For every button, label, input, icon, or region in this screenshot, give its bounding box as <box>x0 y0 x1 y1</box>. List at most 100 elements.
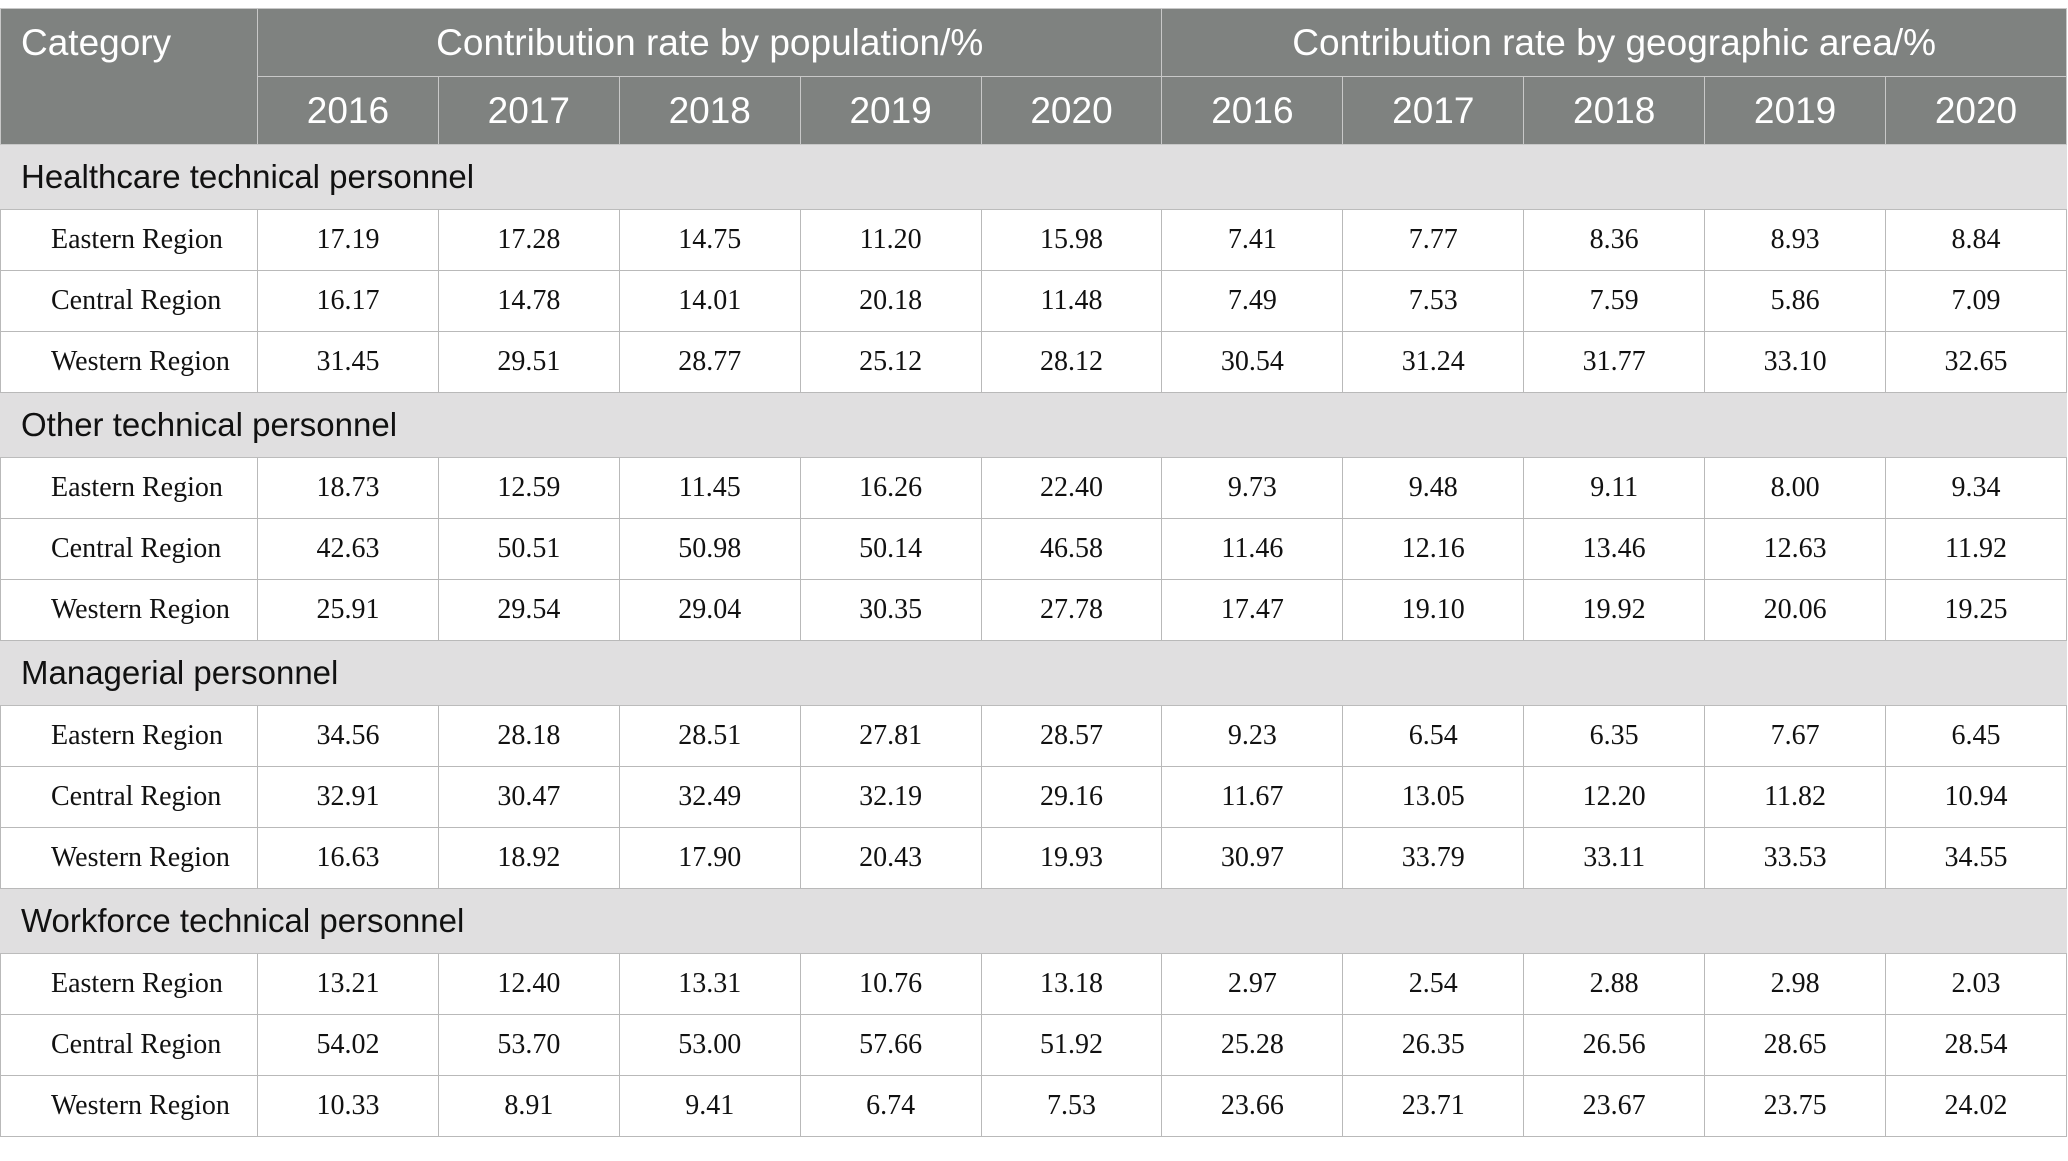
value-cell: 10.76 <box>799 953 982 1015</box>
contribution-rate-table: Category Contribution rate by population… <box>0 8 2067 1137</box>
value-cell: 32.65 <box>1885 331 2067 393</box>
region-label: Western Region <box>0 1075 258 1137</box>
value-cell: 2.88 <box>1523 953 1706 1015</box>
table-row: Eastern Region 18.73 12.59 11.45 16.26 22.40 9… <box>0 457 2067 519</box>
value-cell: 29.51 <box>437 331 620 393</box>
value-cell: 7.77 <box>1342 209 1525 271</box>
region-label: Western Region <box>0 579 258 641</box>
value-cell: 11.20 <box>799 209 982 271</box>
table-header: Category Contribution rate by population… <box>0 8 2067 145</box>
value-cell: 28.77 <box>618 331 801 393</box>
section-title: Other technical personnel <box>0 392 2067 458</box>
value-cell: 28.54 <box>1885 1014 2067 1076</box>
value-cell: 14.01 <box>618 270 801 332</box>
value-cell: 7.41 <box>1161 209 1344 271</box>
value-cell: 17.19 <box>257 209 439 271</box>
value-cell: 17.28 <box>437 209 620 271</box>
value-cell: 31.45 <box>257 331 439 393</box>
value-cell: 8.91 <box>437 1075 620 1137</box>
value-cell: 12.16 <box>1342 518 1525 580</box>
value-cell: 9.23 <box>1161 705 1344 767</box>
value-cell: 8.36 <box>1523 209 1706 271</box>
value-cell: 8.84 <box>1885 209 2067 271</box>
category-header: Category <box>0 8 258 145</box>
value-cell: 12.59 <box>437 457 620 519</box>
region-label: Central Region <box>0 766 258 828</box>
value-cell: 27.78 <box>980 579 1163 641</box>
year-header: 2018 <box>618 76 801 145</box>
value-cell: 7.67 <box>1704 705 1887 767</box>
value-cell: 19.10 <box>1342 579 1525 641</box>
value-cell: 28.65 <box>1704 1014 1887 1076</box>
value-cell: 30.54 <box>1161 331 1344 393</box>
value-cell: 12.63 <box>1704 518 1887 580</box>
value-cell: 12.40 <box>437 953 620 1015</box>
value-cell: 15.98 <box>980 209 1163 271</box>
value-cell: 42.63 <box>257 518 439 580</box>
region-label: Eastern Region <box>0 705 258 767</box>
region-label: Western Region <box>0 331 258 393</box>
value-cell: 30.97 <box>1161 827 1344 889</box>
value-cell: 13.18 <box>980 953 1163 1015</box>
value-cell: 7.53 <box>1342 270 1525 332</box>
value-cell: 9.73 <box>1161 457 1344 519</box>
section-title: Healthcare technical personnel <box>0 144 2067 210</box>
value-cell: 9.11 <box>1523 457 1706 519</box>
value-cell: 33.53 <box>1704 827 1887 889</box>
value-cell: 7.59 <box>1523 270 1706 332</box>
value-cell: 34.56 <box>257 705 439 767</box>
value-cell: 20.43 <box>799 827 982 889</box>
year-header: 2018 <box>1523 76 1706 145</box>
value-cell: 23.67 <box>1523 1075 1706 1137</box>
value-cell: 7.49 <box>1161 270 1344 332</box>
value-cell: 6.54 <box>1342 705 1525 767</box>
value-cell: 20.18 <box>799 270 982 332</box>
value-cell: 53.00 <box>618 1014 801 1076</box>
year-header: 2017 <box>1342 76 1525 145</box>
value-cell: 17.90 <box>618 827 801 889</box>
value-cell: 16.63 <box>257 827 439 889</box>
value-cell: 16.26 <box>799 457 982 519</box>
value-cell: 57.66 <box>799 1014 982 1076</box>
value-cell: 30.35 <box>799 579 982 641</box>
value-cell: 31.24 <box>1342 331 1525 393</box>
table-row: Central Region 32.91 30.47 32.49 32.19 29.16 1… <box>0 766 2067 828</box>
value-cell: 2.03 <box>1885 953 2067 1015</box>
value-cell: 25.12 <box>799 331 982 393</box>
value-cell: 24.02 <box>1885 1075 2067 1137</box>
year-header: 2017 <box>437 76 620 145</box>
value-cell: 33.10 <box>1704 331 1887 393</box>
value-cell: 16.17 <box>257 270 439 332</box>
value-cell: 22.40 <box>980 457 1163 519</box>
value-cell: 26.35 <box>1342 1014 1525 1076</box>
value-cell: 51.92 <box>980 1014 1163 1076</box>
value-cell: 29.54 <box>437 579 620 641</box>
region-label: Eastern Region <box>0 457 258 519</box>
value-cell: 10.94 <box>1885 766 2067 828</box>
value-cell: 11.92 <box>1885 518 2067 580</box>
table-row: Central Region 54.02 53.70 53.00 57.66 51.92 2… <box>0 1014 2067 1076</box>
table-row: Western Region 25.91 29.54 29.04 30.35 27.78 1… <box>0 579 2067 641</box>
table-body: Healthcare technical personnel Eastern Re… <box>0 144 2067 1137</box>
value-cell: 7.09 <box>1885 270 2067 332</box>
section-row: Managerial personnel <box>0 640 2067 706</box>
value-cell: 28.57 <box>980 705 1163 767</box>
value-cell: 23.71 <box>1342 1075 1525 1137</box>
value-cell: 26.56 <box>1523 1014 1706 1076</box>
value-cell: 25.91 <box>257 579 439 641</box>
year-header: 2020 <box>980 76 1163 145</box>
value-cell: 18.73 <box>257 457 439 519</box>
year-header: 2016 <box>257 76 439 145</box>
value-cell: 6.35 <box>1523 705 1706 767</box>
value-cell: 10.33 <box>257 1075 439 1137</box>
region-label: Eastern Region <box>0 209 258 271</box>
value-cell: 8.00 <box>1704 457 1887 519</box>
year-header: 2019 <box>799 76 982 145</box>
value-cell: 5.86 <box>1704 270 1887 332</box>
section-row: Workforce technical personnel <box>0 888 2067 954</box>
region-label: Central Region <box>0 1014 258 1076</box>
value-cell: 31.77 <box>1523 331 1706 393</box>
year-header: 2020 <box>1885 76 2067 145</box>
value-cell: 32.91 <box>257 766 439 828</box>
value-cell: 53.70 <box>437 1014 620 1076</box>
